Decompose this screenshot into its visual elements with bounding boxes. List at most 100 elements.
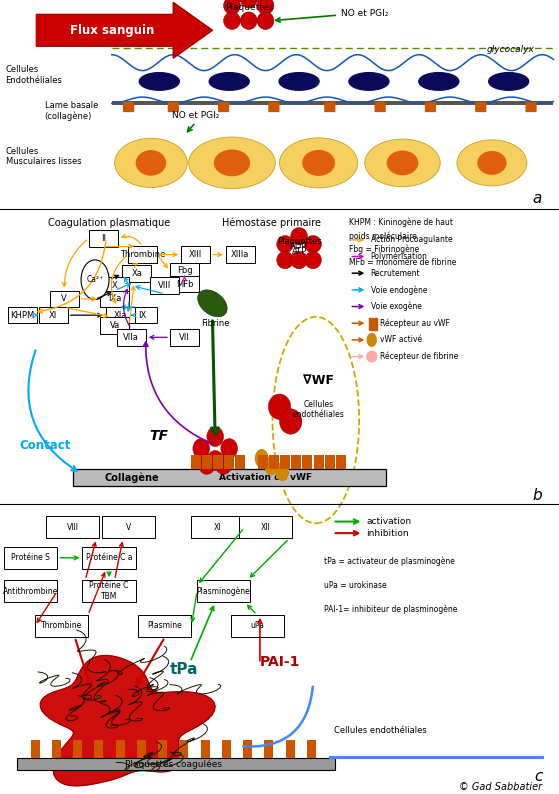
Bar xyxy=(286,740,295,757)
Ellipse shape xyxy=(268,394,291,419)
Text: tPa = activateur de plasminogène: tPa = activateur de plasminogène xyxy=(324,557,455,566)
Text: Plasminogène: Plasminogène xyxy=(197,587,250,596)
Bar xyxy=(269,455,279,469)
Text: Fibrine: Fibrine xyxy=(201,319,229,328)
Ellipse shape xyxy=(232,0,249,2)
Text: ADP: ADP xyxy=(290,242,308,251)
Text: ∇WF: ∇WF xyxy=(303,374,334,387)
Bar xyxy=(258,455,268,469)
Text: Cellules
Musculaires lisses: Cellules Musculaires lisses xyxy=(6,147,81,166)
Ellipse shape xyxy=(305,252,321,269)
Ellipse shape xyxy=(257,12,274,29)
Ellipse shape xyxy=(136,150,166,175)
Text: Fbg: Fbg xyxy=(177,266,192,276)
Text: activation: activation xyxy=(366,517,411,526)
Ellipse shape xyxy=(277,252,293,269)
Text: TF: TF xyxy=(150,430,169,443)
Text: Cellules endothéliales: Cellules endothéliales xyxy=(334,727,427,735)
Text: Antithrombine: Antithrombine xyxy=(3,587,58,596)
FancyBboxPatch shape xyxy=(123,102,134,112)
Ellipse shape xyxy=(457,140,527,186)
Text: Protéine C a: Protéine C a xyxy=(86,553,132,562)
Text: V: V xyxy=(126,523,131,532)
Ellipse shape xyxy=(291,252,307,269)
Text: inhibition: inhibition xyxy=(366,529,409,538)
Bar xyxy=(231,615,283,637)
Ellipse shape xyxy=(198,290,227,317)
FancyBboxPatch shape xyxy=(375,102,386,112)
Text: Plaquettes: Plaquettes xyxy=(225,3,273,12)
Ellipse shape xyxy=(224,0,240,14)
Bar xyxy=(4,580,58,602)
Bar xyxy=(128,246,157,263)
Text: PAI-1: PAI-1 xyxy=(260,655,300,669)
Ellipse shape xyxy=(477,151,506,175)
Text: Thrombine: Thrombine xyxy=(120,250,165,259)
Text: Protéine C
TBM: Protéine C TBM xyxy=(89,581,129,601)
Text: glycocalyx: glycocalyx xyxy=(486,45,534,55)
Bar xyxy=(39,306,68,323)
Text: Cellules
endothéliales: Cellules endothéliales xyxy=(293,400,344,419)
Bar xyxy=(4,547,58,569)
Text: b: b xyxy=(533,488,542,503)
Ellipse shape xyxy=(387,151,418,175)
FancyBboxPatch shape xyxy=(218,102,229,112)
Bar xyxy=(181,246,210,263)
Bar xyxy=(102,516,155,538)
Ellipse shape xyxy=(367,352,377,362)
FancyBboxPatch shape xyxy=(525,102,537,112)
Text: MFb = monomère de fibrine: MFb = monomère de fibrine xyxy=(349,258,457,267)
Text: NO et PGI₂: NO et PGI₂ xyxy=(172,111,219,120)
Text: Activation du vWF: Activation du vWF xyxy=(219,473,312,482)
Text: Plaquettes: Plaquettes xyxy=(277,237,321,246)
Text: Flux sanguin: Flux sanguin xyxy=(70,24,154,37)
Bar xyxy=(179,740,188,757)
Text: Contact: Contact xyxy=(19,438,70,452)
Bar xyxy=(264,740,273,757)
Text: uPa: uPa xyxy=(250,622,264,630)
Ellipse shape xyxy=(302,150,335,176)
Bar xyxy=(325,455,335,469)
Ellipse shape xyxy=(280,138,358,188)
Bar xyxy=(243,740,252,757)
Ellipse shape xyxy=(198,454,215,474)
Text: uPa = urokinase: uPa = urokinase xyxy=(324,581,387,590)
Bar xyxy=(73,740,82,757)
Bar xyxy=(137,740,146,757)
Ellipse shape xyxy=(349,73,389,91)
Bar xyxy=(291,455,301,469)
Text: IXa: IXa xyxy=(108,295,121,303)
Bar xyxy=(117,329,146,345)
Bar xyxy=(314,455,324,469)
Bar xyxy=(201,740,210,757)
Ellipse shape xyxy=(207,450,224,470)
Text: Protéine S: Protéine S xyxy=(11,553,50,562)
Bar xyxy=(94,740,103,757)
Text: XII: XII xyxy=(260,523,271,532)
Bar xyxy=(52,740,61,757)
Polygon shape xyxy=(40,656,215,786)
Text: VIII: VIII xyxy=(158,281,172,290)
Text: Action Procoagulante: Action Procoagulante xyxy=(371,235,452,245)
Text: Collagène: Collagène xyxy=(104,472,159,483)
FancyBboxPatch shape xyxy=(268,102,280,112)
Text: X: X xyxy=(112,281,117,290)
Bar xyxy=(170,329,199,345)
Bar xyxy=(46,516,100,538)
Bar xyxy=(222,740,231,757)
Text: © Gad Sabbatier: © Gad Sabbatier xyxy=(459,781,542,792)
Text: V: V xyxy=(61,295,67,303)
Bar xyxy=(235,455,245,469)
Bar xyxy=(226,246,255,263)
Text: ATP: ATP xyxy=(291,247,307,256)
Text: XIa: XIa xyxy=(113,310,127,320)
Text: Lame basale
(collagène): Lame basale (collagène) xyxy=(45,101,98,121)
Text: VIII: VIII xyxy=(67,523,79,532)
Bar xyxy=(302,455,312,469)
Bar xyxy=(128,306,157,323)
Text: XIIIa: XIIIa xyxy=(231,250,249,259)
Ellipse shape xyxy=(277,236,293,253)
Ellipse shape xyxy=(193,438,210,458)
Text: XI: XI xyxy=(49,310,57,320)
Ellipse shape xyxy=(240,12,257,29)
